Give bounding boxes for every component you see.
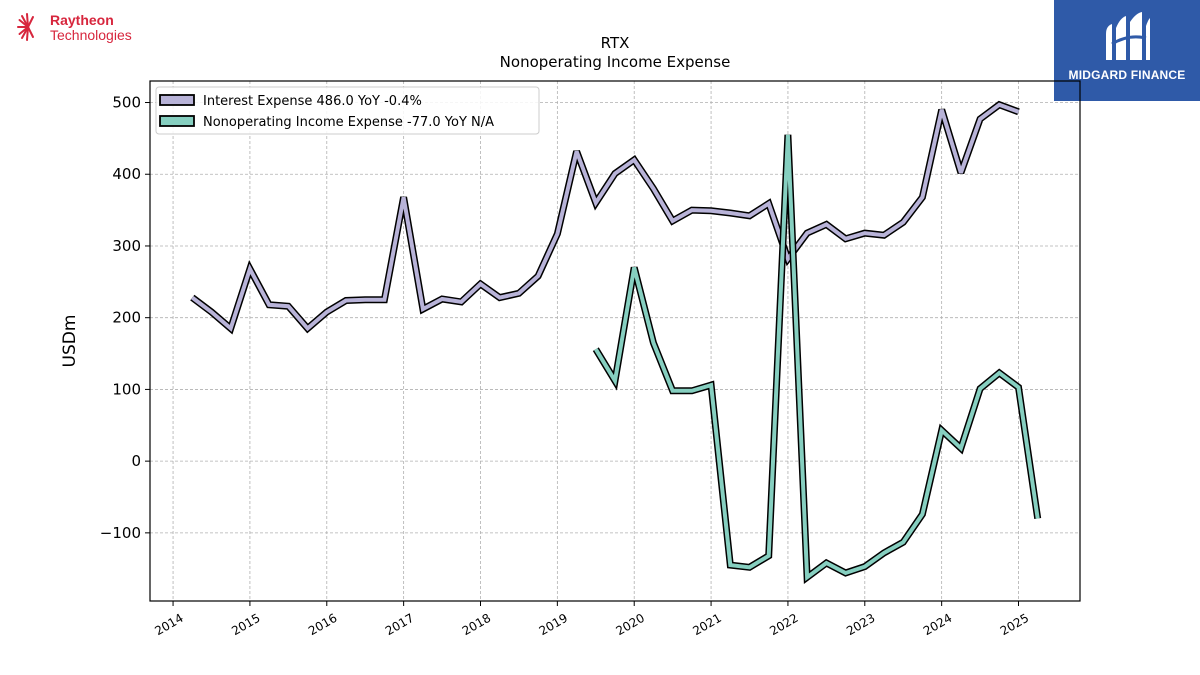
y-tick-label: −100 — [100, 524, 141, 542]
legend-label: Interest Expense 486.0 YoY -0.4% — [203, 94, 422, 109]
raytheon-logo: Raytheon Technologies — [14, 10, 164, 46]
series-line-outline — [190, 100, 1020, 335]
series-nonoperating-income-expense — [592, 134, 1042, 585]
x-tick-label: 2018 — [460, 611, 493, 638]
y-tick-label: 100 — [112, 380, 141, 398]
y-tick-label: 300 — [112, 237, 141, 255]
series-line — [594, 134, 1040, 582]
x-tick-label: 2022 — [767, 611, 800, 638]
x-tick-label: 2019 — [537, 611, 570, 638]
midgard-finance-logo: MIDGARD FINANCE — [1054, 0, 1200, 101]
x-tick-label: 2025 — [998, 611, 1031, 638]
y-axis-label: USDm — [60, 315, 80, 368]
midgard-emblem-icon — [1106, 12, 1150, 60]
x-tick-label: 2020 — [613, 611, 646, 638]
x-tick-label: 2021 — [690, 611, 723, 638]
plot-area-frame — [149, 80, 1081, 602]
grid — [150, 81, 1080, 601]
raytheon-name: Raytheon — [50, 12, 114, 28]
y-tick-label: 200 — [112, 309, 141, 327]
axes: 2014 2015 2016 2017 2018 2019 2020 2021 2022 2023… — [100, 94, 1031, 639]
legend-swatch — [159, 94, 195, 106]
y-tick-label: 500 — [112, 94, 141, 112]
legend: Interest Expense 486.0 YoY -0.4% Nonopera… — [155, 86, 540, 135]
x-tick-label: 2024 — [921, 611, 954, 638]
chart-title: RTX — [601, 34, 630, 52]
legend-label: Nonoperating Income Expense -77.0 YoY N/… — [203, 115, 494, 130]
series-line — [191, 102, 1020, 332]
x-tick-label: 2014 — [152, 611, 185, 638]
y-tick-label: 400 — [112, 165, 141, 183]
x-tick-label: 2016 — [306, 611, 339, 638]
legend-swatch — [159, 115, 195, 127]
raytheon-burst-icon — [17, 13, 34, 41]
series-interest-expense — [190, 100, 1020, 335]
y-tick-label: 0 — [131, 452, 141, 470]
technologies-name: Technologies — [50, 27, 132, 43]
chart-subtitle: Nonoperating Income Expense — [500, 53, 731, 71]
x-tick-label: 2023 — [844, 611, 877, 638]
x-tick-label: 2015 — [229, 611, 262, 638]
series-lines — [190, 100, 1042, 585]
midgard-finance-text: MIDGARD FINANCE — [1068, 68, 1186, 82]
legend-box — [155, 86, 540, 135]
x-tick-label: 2017 — [383, 611, 416, 638]
